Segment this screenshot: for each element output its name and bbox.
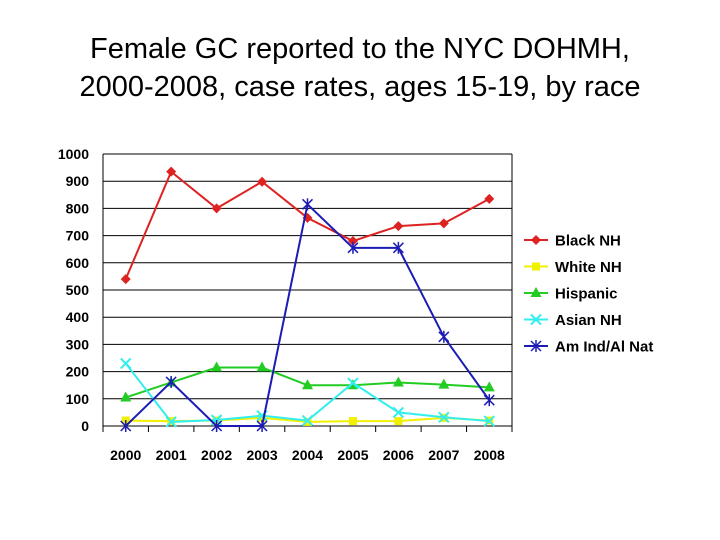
legend-label-am-ind-al-nat: Am Ind/Al Nat — [555, 339, 653, 356]
data-point-am-ind-al-nat — [347, 241, 359, 254]
x-tick-label: 2002 — [201, 447, 232, 463]
data-point-hispanic — [211, 361, 223, 372]
data-point-white-nh — [394, 417, 403, 426]
data-point-am-ind-al-nat — [211, 420, 223, 432]
y-tick-label: 500 — [66, 282, 90, 298]
legend-label-black-nh: Black NH — [555, 233, 621, 250]
data-point-black-nh — [347, 236, 358, 247]
data-point-black-nh — [120, 274, 131, 285]
legend-marker-hispanic — [530, 287, 542, 297]
data-point-hispanic — [483, 381, 495, 392]
data-point-am-ind-al-nat — [120, 420, 132, 432]
legend-label-white-nh: White NH — [555, 259, 622, 276]
data-point-asian-nh — [347, 377, 359, 389]
series-line-am-ind-al-nat — [125, 202, 491, 427]
y-tick-label: 100 — [66, 391, 90, 407]
y-tick-label: 900 — [66, 173, 90, 189]
data-point-hispanic — [120, 391, 132, 402]
y-tick-label: 800 — [66, 200, 90, 216]
data-point-hispanic — [438, 378, 450, 389]
x-tick-label: 2004 — [292, 447, 323, 463]
x-tick-label: 2005 — [337, 447, 368, 463]
data-point-asian-nh — [392, 406, 405, 419]
data-point-black-nh — [257, 176, 268, 187]
y-tick-label: 0 — [81, 418, 89, 434]
data-point-black-nh — [166, 166, 177, 177]
data-point-hispanic — [392, 376, 404, 387]
data-point-hispanic — [302, 379, 313, 390]
x-tick-label: 2001 — [156, 447, 187, 463]
y-tick-label: 600 — [66, 255, 90, 271]
y-tick-label: 1000 — [58, 146, 89, 162]
data-point-asian-nh — [483, 415, 495, 427]
data-point-am-ind-al-nat — [301, 198, 314, 211]
data-point-asian-nh — [301, 414, 314, 427]
data-point-black-nh — [484, 193, 495, 204]
y-tick-label: 400 — [66, 309, 90, 325]
legend-marker-asian-nh — [530, 313, 542, 326]
y-tick-label: 200 — [66, 364, 90, 380]
data-point-am-ind-al-nat — [438, 330, 450, 343]
x-tick-label: 2006 — [383, 447, 414, 463]
data-point-asian-nh — [438, 411, 450, 424]
title-line-2: 2000-2008, case rates, ages 15-19, by ra… — [79, 71, 641, 103]
data-point-am-ind-al-nat — [256, 420, 268, 432]
x-tick-label: 2007 — [428, 447, 459, 463]
legend-label-asian-nh: Asian NH — [555, 312, 622, 329]
x-tick-label: 2003 — [246, 447, 277, 463]
data-point-hispanic — [256, 361, 268, 372]
series-line-asian-nh — [124, 362, 490, 423]
legend-marker-am-ind-al-nat — [530, 340, 542, 352]
title-line-1: Female GC reported to the NYC DOHMH, — [90, 33, 630, 65]
data-point-black-nh — [211, 203, 222, 214]
legend-marker-white-nh — [532, 262, 540, 271]
y-tick-label: 300 — [66, 336, 90, 352]
data-point-black-nh — [438, 218, 449, 229]
legend-marker-black-nh — [531, 235, 541, 245]
slide-title: Female GC reported to the NYC DOHMH, 200… — [0, 30, 720, 106]
legend-label-hispanic: Hispanic — [555, 286, 618, 303]
data-point-am-ind-al-nat — [392, 241, 404, 254]
x-tick-label: 2000 — [110, 447, 141, 463]
data-point-asian-nh — [165, 416, 177, 428]
data-point-black-nh — [393, 221, 404, 232]
data-point-white-nh — [348, 417, 357, 426]
data-point-white-nh — [258, 413, 267, 422]
data-point-am-ind-al-nat — [165, 375, 177, 388]
data-point-am-ind-al-nat — [483, 394, 495, 407]
x-tick-label: 2008 — [474, 447, 505, 463]
y-tick-label: 700 — [66, 228, 90, 244]
data-point-asian-nh — [120, 357, 132, 370]
